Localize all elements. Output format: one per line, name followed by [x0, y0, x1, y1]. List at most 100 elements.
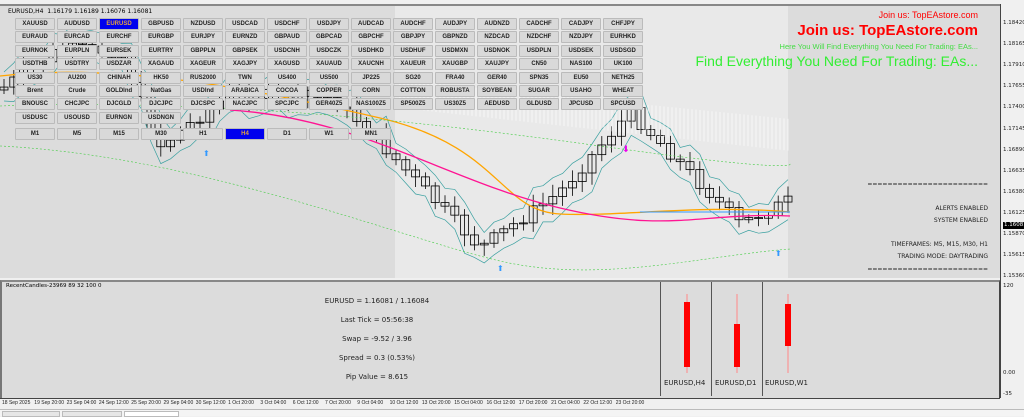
symbol-button-xaucnh[interactable]: XAUCNH	[351, 58, 391, 71]
chart-tab[interactable]	[2, 411, 60, 417]
symbol-button-eurnzd[interactable]: EURNZD	[225, 31, 265, 44]
symbol-button-audusd[interactable]: AUDUSD	[57, 18, 97, 30]
symbol-button-sp500z5[interactable]: SP500Z5	[393, 98, 433, 111]
symbol-button-xaujpy[interactable]: XAUJPY	[477, 58, 517, 71]
symbol-button-nacjpc[interactable]: NACJPC	[225, 98, 265, 111]
timeframe-button-m5[interactable]: M5	[57, 128, 97, 140]
symbol-button-usdind[interactable]: USDInd	[183, 85, 223, 97]
symbol-button-twn[interactable]: TWN	[225, 71, 265, 84]
symbol-button-sugar[interactable]: SUGAR	[519, 85, 559, 97]
symbol-button-natgas[interactable]: NatGas	[141, 85, 181, 97]
chart-tab[interactable]	[62, 411, 122, 417]
symbol-button-xaueur[interactable]: XAUEUR	[393, 58, 433, 71]
symbol-button-rus2000[interactable]: RUS2000	[183, 71, 223, 84]
symbol-button-eurusd[interactable]: EURUSD	[99, 18, 139, 30]
timeframe-button-m15[interactable]: M15	[99, 128, 139, 140]
symbol-button-au200[interactable]: AU200	[57, 71, 97, 84]
symbol-button-nas100z5[interactable]: NAS100Z5	[351, 98, 391, 111]
symbol-button-gbpusd[interactable]: GBPUSD	[141, 18, 181, 30]
symbol-button-eurngn[interactable]: EURNGN	[99, 111, 139, 124]
symbol-button-djcspc[interactable]: DJCSPC	[183, 98, 223, 111]
symbol-button-usdtry[interactable]: USDTRY	[57, 58, 97, 71]
symbol-button-eurchf[interactable]: EURCHF	[99, 31, 139, 44]
symbol-button-audchf[interactable]: AUDCHF	[393, 18, 433, 30]
symbol-button-gbpcad[interactable]: GBPCAD	[309, 31, 349, 44]
symbol-button-us30[interactable]: US30	[15, 71, 55, 84]
symbol-button-gbppln[interactable]: GBPPLN	[183, 44, 223, 57]
symbol-button-cotton[interactable]: COTTON	[393, 85, 433, 97]
symbol-button-usdngn[interactable]: USDNGN	[141, 111, 181, 124]
symbol-button-usdcad[interactable]: USDCAD	[225, 18, 265, 30]
symbol-button-xageur[interactable]: XAGEUR	[183, 58, 223, 71]
symbol-button-xauusd[interactable]: XAUUSD	[15, 18, 55, 30]
chart-tab-active[interactable]	[124, 411, 179, 417]
symbol-button-eurgbp[interactable]: EURGBP	[141, 31, 181, 44]
symbol-button-wheat[interactable]: WHEAT	[603, 85, 643, 97]
symbol-button-djcjpc[interactable]: DJCJPC	[141, 98, 181, 111]
symbol-button-ger40[interactable]: GER40	[477, 71, 517, 84]
symbol-button-xagaud[interactable]: XAGAUD	[141, 58, 181, 71]
symbol-button-xagusd[interactable]: XAGUSD	[267, 58, 307, 71]
symbol-button-robusta[interactable]: ROBUSTA	[435, 85, 475, 97]
symbol-button-fra40[interactable]: FRA40	[435, 71, 475, 84]
symbol-button-usdsgd[interactable]: USDSGD	[603, 44, 643, 57]
price-axis[interactable]: 1.18420 1.18165 1.17910 1.17655 1.17400 1.171…	[1000, 4, 1024, 398]
symbol-button-hk50[interactable]: HK50	[141, 71, 181, 84]
timeframe-button-h1[interactable]: H1	[183, 128, 223, 140]
symbol-button-audcad[interactable]: AUDCAD	[351, 18, 391, 30]
timeframe-button-d1[interactable]: D1	[267, 128, 307, 140]
symbol-button-chcjpc[interactable]: CHCJPC	[57, 98, 97, 111]
timeframe-button-m1[interactable]: M1	[15, 128, 55, 140]
symbol-button-audjpy[interactable]: AUDJPY	[435, 18, 475, 30]
symbol-button-cn50[interactable]: CN50	[519, 58, 559, 71]
symbol-button-gbpjpy[interactable]: GBPJPY	[393, 31, 433, 44]
symbol-button-gbpaud[interactable]: GBPAUD	[267, 31, 307, 44]
symbol-button-cadjpy[interactable]: CADJPY	[561, 18, 601, 30]
symbol-button-chinah[interactable]: CHINAH	[99, 71, 139, 84]
symbol-button-usdzar[interactable]: USDZAR	[99, 58, 139, 71]
timeframe-button-mn1[interactable]: MN1	[351, 128, 391, 140]
symbol-button-euraud[interactable]: EURAUD	[15, 31, 55, 44]
symbol-button-usdhuf[interactable]: USDHUF	[393, 44, 433, 57]
symbol-button-eurnok[interactable]: EURNOK	[15, 44, 55, 57]
symbol-button-xauaud[interactable]: XAUAUD	[309, 58, 349, 71]
symbol-button-uk100[interactable]: UK100	[603, 58, 643, 71]
symbol-button-usdcnh[interactable]: USDCNH	[267, 44, 307, 57]
symbol-button-gbpchf[interactable]: GBPCHF	[351, 31, 391, 44]
symbol-button-nzdjpy[interactable]: NZDJPY	[561, 31, 601, 44]
symbol-button-usdsek[interactable]: USDSEK	[561, 44, 601, 57]
symbol-button-usdusc[interactable]: USDUSC	[15, 111, 55, 124]
symbol-button-gbpnzd[interactable]: GBPNZD	[435, 31, 475, 44]
symbol-button-usdczk[interactable]: USDCZK	[309, 44, 349, 57]
timeframe-button-h4[interactable]: H4	[225, 128, 265, 140]
symbol-button-spcjpc[interactable]: SPCJPC	[267, 98, 307, 111]
symbol-button-jpcusd[interactable]: JPCUSD	[561, 98, 601, 111]
symbol-button-eurcad[interactable]: EURCAD	[57, 31, 97, 44]
main-chart[interactable]: ⬇ ⬆ ⬆ ⬆ EURUSD,H4 1.16179 1.16189 1.16076 1…	[0, 4, 1000, 278]
symbol-button-eu50[interactable]: EU50	[561, 71, 601, 84]
symbol-button-cocoa[interactable]: COCOA	[267, 85, 307, 97]
symbol-button-usaho[interactable]: USAHO	[561, 85, 601, 97]
symbol-button-corn[interactable]: CORN	[351, 85, 391, 97]
symbol-button-aedusd[interactable]: AEDUSD	[477, 98, 517, 111]
time-axis[interactable]: 18 Sep 2025 19 Sep 20:00 23 Sep 04:00 24 Se…	[0, 398, 1000, 409]
symbol-button-brent[interactable]: Brent	[15, 85, 55, 97]
symbol-button-eursek[interactable]: EURSEK	[99, 44, 139, 57]
symbol-button-soybean[interactable]: SOYBEAN	[477, 85, 517, 97]
symbol-button-usdthb[interactable]: USDTHB	[15, 58, 55, 71]
symbol-button-eurtry[interactable]: EURTRY	[141, 44, 181, 57]
symbol-button-djcgld[interactable]: DJCGLD	[99, 98, 139, 111]
symbol-button-us400[interactable]: US400	[267, 71, 307, 84]
symbol-button-nzdcad[interactable]: NZDCAD	[477, 31, 517, 44]
symbol-button-crude[interactable]: Crude	[57, 85, 97, 97]
symbol-button-copper[interactable]: COPPER	[309, 85, 349, 97]
symbol-button-nzdchf[interactable]: NZDCHF	[519, 31, 559, 44]
symbol-button-usdmxn[interactable]: USDMXN	[435, 44, 475, 57]
symbol-button-neth25[interactable]: NETH25	[603, 71, 643, 84]
symbol-button-arabica[interactable]: ARABICA	[225, 85, 265, 97]
timeframe-button-m30[interactable]: M30	[141, 128, 181, 140]
symbol-button-usdchf[interactable]: USDCHF	[267, 18, 307, 30]
symbol-button-audnzd[interactable]: AUDNZD	[477, 18, 517, 30]
symbol-button-usdpln[interactable]: USDPLN	[519, 44, 559, 57]
symbol-button-xaugbp[interactable]: XAUGBP	[435, 58, 475, 71]
